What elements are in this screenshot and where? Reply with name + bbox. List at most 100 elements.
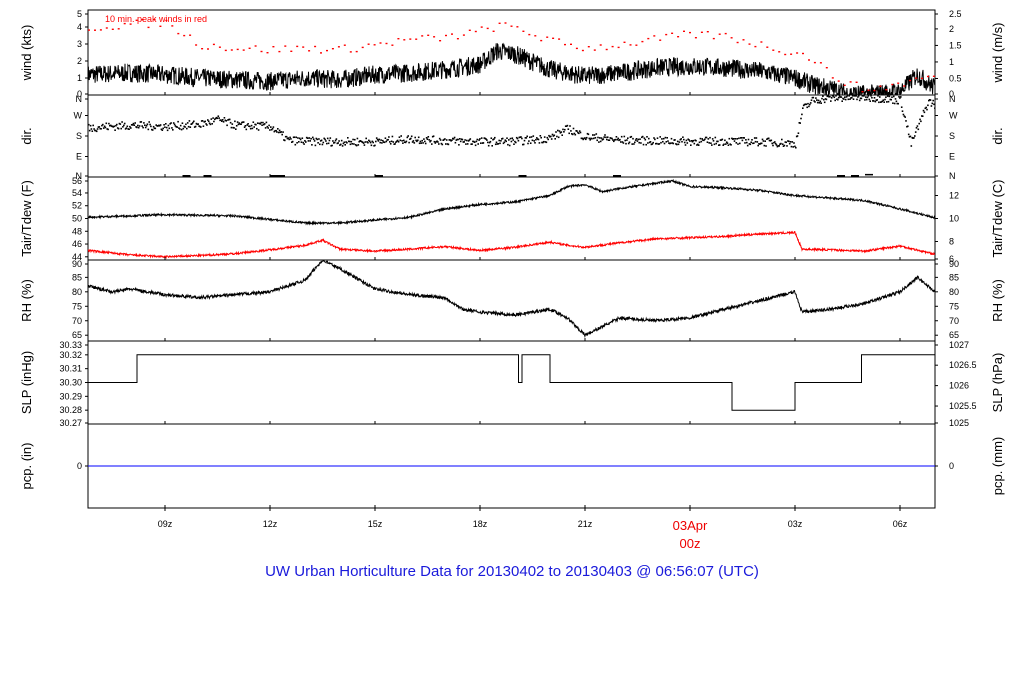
direction-point bbox=[242, 121, 245, 123]
direction-point bbox=[722, 144, 724, 146]
direction-point bbox=[669, 142, 672, 144]
direction-point bbox=[95, 129, 97, 132]
direction-point bbox=[543, 140, 545, 143]
direction-point bbox=[410, 135, 413, 138]
direction-point bbox=[228, 118, 231, 121]
peak-wind-dot bbox=[754, 45, 757, 48]
direction-point bbox=[565, 125, 568, 127]
direction-point bbox=[127, 128, 129, 130]
direction-point bbox=[494, 143, 497, 146]
direction-point bbox=[750, 141, 752, 144]
direction-point bbox=[915, 127, 918, 129]
direction-point bbox=[145, 124, 148, 127]
direction-point bbox=[528, 140, 530, 142]
rh-rh-line bbox=[88, 260, 935, 338]
direction-point bbox=[833, 96, 836, 99]
direction-point bbox=[728, 137, 731, 140]
direction-point bbox=[681, 140, 683, 143]
direction-point bbox=[445, 139, 448, 141]
direction-point bbox=[467, 140, 470, 142]
direction-point bbox=[341, 145, 344, 147]
direction-point bbox=[367, 141, 369, 144]
direction-point bbox=[483, 137, 486, 139]
direction-point bbox=[711, 138, 714, 140]
direction-point bbox=[842, 97, 844, 100]
direction-point bbox=[677, 143, 680, 146]
direction-point bbox=[573, 132, 576, 135]
direction-point bbox=[433, 140, 436, 143]
direction-point bbox=[537, 138, 540, 141]
x-tick-label: 03z bbox=[788, 519, 803, 529]
direction-point bbox=[431, 135, 434, 138]
direction-point bbox=[422, 142, 424, 144]
direction-point bbox=[508, 144, 511, 147]
direction-point bbox=[284, 135, 287, 138]
direction-point bbox=[298, 141, 300, 143]
direction-point bbox=[214, 117, 217, 120]
direction-point bbox=[203, 175, 212, 177]
direction-point bbox=[851, 96, 853, 99]
direction-point bbox=[400, 135, 402, 137]
direction-point bbox=[634, 139, 637, 141]
direction-point bbox=[682, 136, 684, 138]
peak-wind-dot bbox=[903, 85, 906, 87]
direction-point bbox=[571, 133, 574, 136]
direction-point bbox=[144, 124, 146, 126]
direction-point bbox=[641, 136, 643, 139]
direction-point bbox=[887, 100, 890, 103]
direction-point bbox=[708, 142, 710, 144]
direction-point bbox=[346, 142, 348, 144]
dir-left-tick-label: N bbox=[76, 94, 83, 104]
direction-point bbox=[837, 98, 839, 101]
direction-point bbox=[880, 101, 883, 103]
direction-point bbox=[492, 138, 494, 141]
peak-wind-dot bbox=[528, 33, 531, 36]
peak-wind-dot bbox=[724, 32, 727, 35]
direction-point bbox=[229, 121, 232, 124]
direction-point bbox=[541, 141, 543, 144]
direction-point bbox=[280, 131, 283, 133]
direction-point bbox=[305, 136, 308, 139]
direction-point bbox=[731, 137, 733, 140]
direction-point bbox=[311, 144, 313, 146]
direction-point bbox=[539, 135, 542, 137]
direction-point bbox=[934, 107, 935, 109]
pcp-right-tick-label: 0 bbox=[949, 461, 954, 471]
direction-point bbox=[477, 143, 479, 145]
direction-point bbox=[697, 143, 699, 146]
direction-point bbox=[96, 128, 99, 130]
direction-point bbox=[892, 102, 894, 104]
peak-wind-dot bbox=[361, 46, 364, 49]
direction-point bbox=[806, 106, 808, 109]
peak-wind-dot bbox=[546, 36, 549, 38]
direction-point bbox=[171, 127, 173, 129]
slp-right-tick-label: 1027 bbox=[949, 340, 969, 350]
wind-right-tick-label: 0 bbox=[949, 89, 954, 99]
direction-point bbox=[861, 95, 864, 97]
direction-point bbox=[616, 138, 619, 141]
direction-point bbox=[559, 132, 562, 134]
peak-wind-dot bbox=[403, 39, 406, 41]
peak-wind-dot bbox=[129, 23, 132, 25]
direction-point bbox=[396, 139, 399, 142]
x-tick-date-label: 03Apr bbox=[673, 518, 708, 533]
direction-point bbox=[562, 128, 564, 131]
wind-right-tick-label: 1.5 bbox=[949, 40, 962, 50]
peak-wind-dot bbox=[921, 77, 923, 80]
direction-point bbox=[403, 139, 405, 142]
x-tick-label: 06z bbox=[893, 519, 908, 529]
peak-wind-dot bbox=[337, 46, 340, 48]
peak-wind-dot bbox=[665, 33, 668, 36]
direction-point bbox=[689, 140, 691, 142]
direction-point bbox=[547, 138, 549, 141]
direction-point bbox=[321, 143, 324, 146]
direction-point bbox=[807, 102, 809, 105]
wind-left-tick-label: 0 bbox=[77, 89, 82, 99]
direction-point bbox=[781, 143, 784, 145]
direction-point bbox=[645, 143, 647, 146]
direction-point bbox=[397, 141, 400, 143]
direction-point bbox=[386, 139, 388, 141]
direction-point bbox=[820, 102, 822, 104]
chart-title: UW Urban Horticulture Data for 20130402 … bbox=[265, 563, 759, 580]
peak-wind-dot bbox=[397, 38, 400, 40]
